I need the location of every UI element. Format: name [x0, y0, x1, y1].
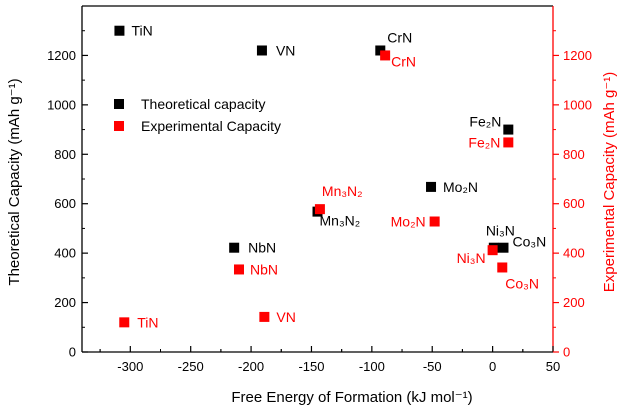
theoretical-marker [498, 242, 509, 253]
y-tick-label-left: 1000 [47, 97, 76, 112]
experimental-point-label: Mn₃N₂ [322, 183, 363, 199]
experimental-marker [259, 311, 270, 322]
x-tick-label: -200 [238, 359, 264, 374]
experimental-marker [497, 262, 508, 273]
theoretical-point-label: Ni₃N [486, 223, 515, 239]
experimental-marker [380, 50, 391, 61]
y-tick-label-right: 200 [563, 295, 585, 310]
experimental-marker [234, 264, 244, 275]
y-tick-label-left: 600 [54, 196, 76, 211]
y-tick-label-right: 600 [563, 196, 585, 211]
y-tick-label-right: 800 [563, 147, 585, 162]
theoretical-point-label: CrN [387, 29, 412, 45]
y-tick-label-right: 1200 [563, 48, 592, 63]
y-tick-label-left: 200 [54, 295, 76, 310]
y-axis-title-right: Experimental Capacity (mAh g⁻¹) [601, 72, 618, 293]
y-tick-label-left: 800 [54, 147, 76, 162]
experimental-point-label: Mo₂N [391, 214, 426, 230]
y-tick-label-left: 0 [69, 345, 76, 360]
x-tick-label: 0 [489, 359, 496, 374]
experimental-point-label: VN [276, 309, 295, 325]
experimental-point-label: Ni₃N [457, 250, 486, 266]
legend-swatch [114, 121, 124, 131]
y-axis-right: 0 200 400 600 800 1000 1200 [553, 30, 592, 360]
y-tick-label-left: 1200 [47, 48, 76, 63]
x-tick-label: -50 [423, 359, 442, 374]
theoretical-point-label: Co₃N [512, 234, 546, 250]
experimental-marker [119, 317, 130, 328]
x-tick-label: -300 [117, 359, 143, 374]
y-tick-label-left: 400 [54, 246, 76, 261]
plot-frame [81, 5, 554, 353]
x-tick-label: -150 [298, 359, 324, 374]
experimental-marker [503, 137, 514, 148]
legend-swatch [114, 99, 124, 109]
experimental-point-label: Fe₂N [468, 134, 500, 150]
y-tick-label-right: 1000 [563, 97, 592, 112]
theoretical-marker [426, 181, 437, 192]
x-tick-label: -100 [359, 359, 385, 374]
experimental-marker [314, 204, 325, 215]
y-axis-title-left: Theoretical Capacity (mAh g⁻¹) [6, 78, 23, 285]
legend: Theoretical capacity Experimental Capacit… [114, 96, 281, 134]
theoretical-point-label: NbN [248, 240, 276, 256]
theoretical-point-label: Fe₂N [469, 114, 501, 130]
x-tick-label: -250 [178, 359, 204, 374]
point-labels: TiNVNCrNFe₂NMo₂NMn₃N₂NbNNi₃NCo₃NCrNFe₂NM… [131, 23, 546, 331]
experimental-point-label: CrN [391, 53, 416, 69]
theoretical-point-label: Mo₂N [443, 179, 478, 195]
theoretical-point-label: TiN [131, 23, 152, 39]
experimental-point-label: TiN [137, 314, 158, 330]
y-tick-label-right: 400 [563, 246, 585, 261]
experimental-marker [429, 216, 440, 227]
legend-label: Experimental Capacity [141, 118, 281, 134]
x-tick-label: 50 [546, 359, 560, 374]
y-tick-label-right: 0 [563, 345, 570, 360]
x-axis: -300 -250 -200 -150 -100 -50 0 50 [99, 346, 560, 374]
x-axis-title: Free Energy of Formation (kJ mol⁻¹) [231, 389, 472, 406]
legend-label: Theoretical capacity [141, 96, 266, 112]
theoretical-point-label: VN [276, 42, 295, 58]
theoretical-marker [503, 124, 514, 135]
experimental-point-label: Co₃N [505, 275, 539, 291]
experimental-marker [487, 245, 498, 256]
theoretical-marker [229, 242, 240, 253]
y-axis-left: 0 200 400 600 800 1000 1200 [47, 30, 88, 360]
data-markers [114, 25, 514, 328]
theoretical-marker [256, 45, 267, 56]
theoretical-point-label: Mn₃N₂ [320, 213, 361, 229]
experimental-point-label: NbN [250, 261, 278, 277]
theoretical-marker [114, 25, 125, 36]
